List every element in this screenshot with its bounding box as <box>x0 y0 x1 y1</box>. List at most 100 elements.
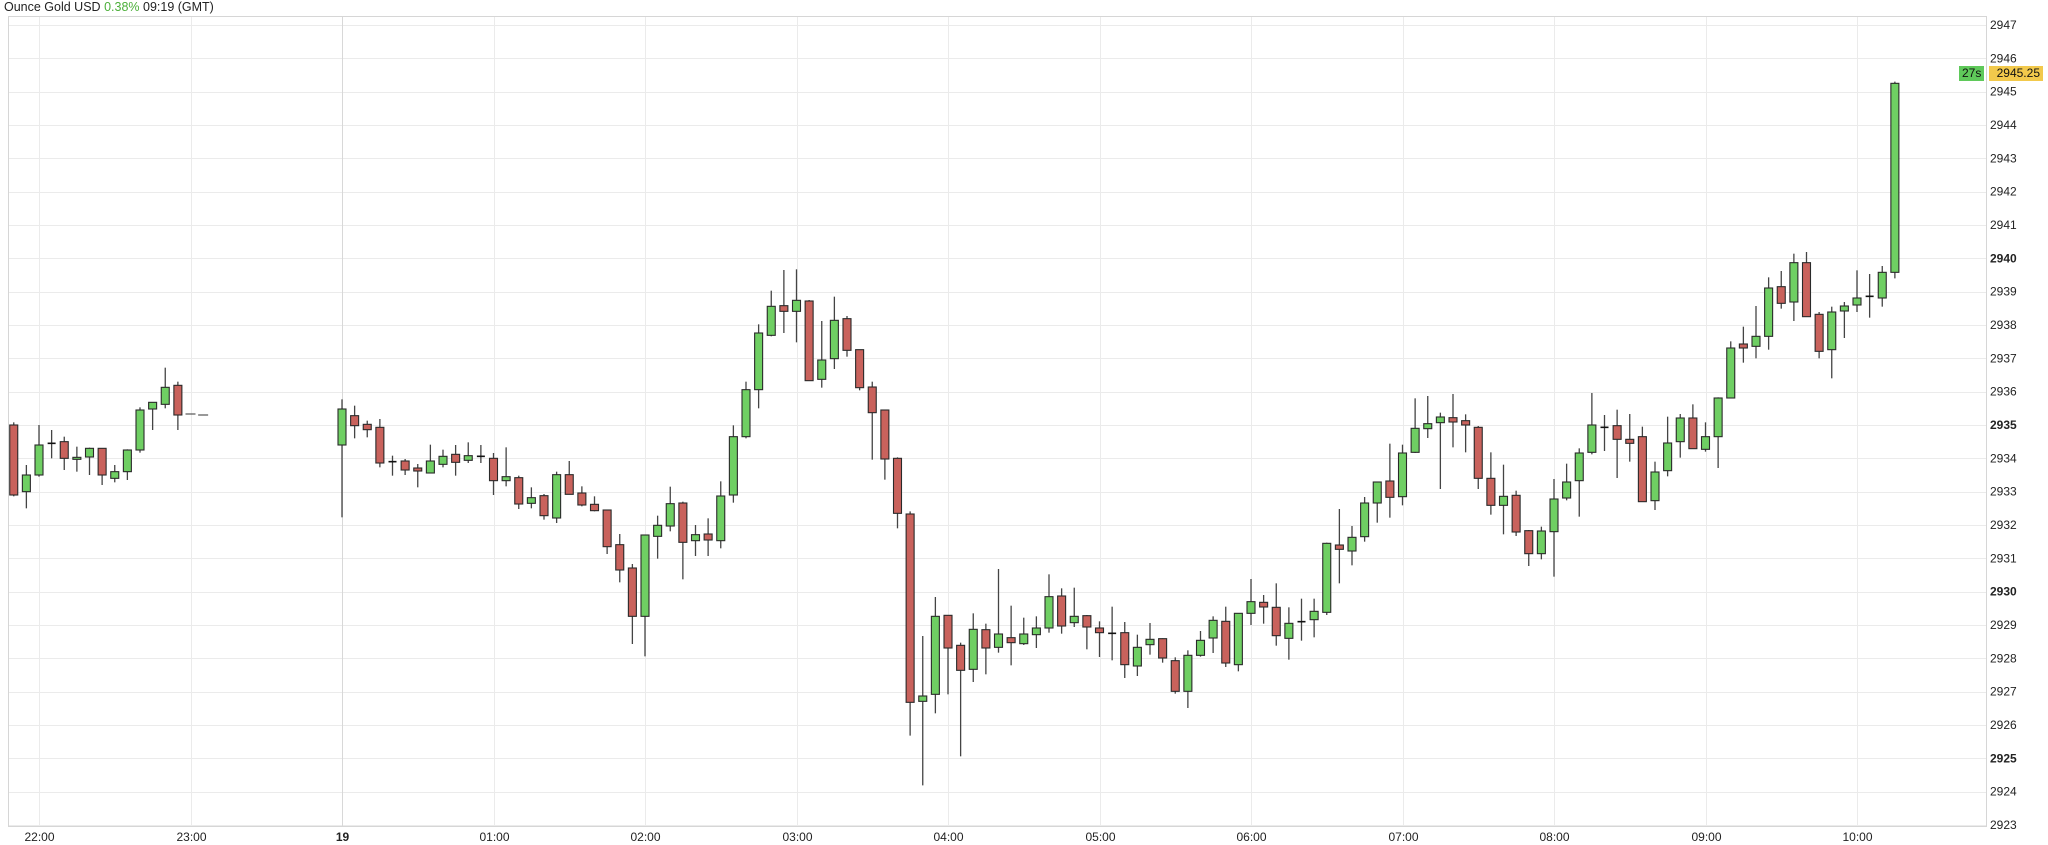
candle-body-down <box>1612 425 1622 440</box>
candle-body-down <box>779 305 789 312</box>
candle-body-up <box>1322 542 1332 613</box>
candle-body-down <box>1082 615 1092 628</box>
candle <box>1498 464 1509 535</box>
candle-body-up <box>1650 471 1660 502</box>
candle <box>1675 414 1685 458</box>
candle <box>1297 598 1306 641</box>
price-tick-label: 2923 <box>1990 818 2017 832</box>
candle <box>1877 266 1887 307</box>
candle-body-up <box>754 332 764 391</box>
candle <box>1233 612 1243 672</box>
candle-body-up <box>1549 498 1559 533</box>
candle <box>1751 306 1761 359</box>
candle-body-down <box>589 503 600 512</box>
candle-body-up <box>1423 423 1433 430</box>
candle-body-down <box>514 477 524 505</box>
candle <box>1448 394 1458 448</box>
candle-body-up <box>122 449 132 473</box>
candle <box>173 381 183 430</box>
candle <box>1764 277 1774 350</box>
candle-body-down <box>855 349 865 389</box>
candle-body-up <box>1410 427 1420 453</box>
candle-body-up <box>968 628 978 670</box>
candle-body-down <box>488 457 499 482</box>
candle <box>1094 621 1105 657</box>
candle-body-up <box>653 524 663 537</box>
time-tick-label: 02:00 <box>630 830 660 844</box>
candle <box>703 518 713 556</box>
price-tick-label: 2939 <box>1990 285 2017 299</box>
time-tick-label: 19 <box>336 830 350 844</box>
candle-body-up <box>148 401 158 410</box>
time-tick-label: 10:00 <box>1842 830 1872 844</box>
candle <box>1435 412 1445 489</box>
candle <box>1713 397 1723 468</box>
candle-body-up <box>1233 612 1243 666</box>
last-price-tag: 2945.25 <box>1989 66 2043 81</box>
candle <box>791 269 802 343</box>
candle <box>122 449 132 480</box>
candle <box>413 464 423 488</box>
candle <box>1208 616 1218 653</box>
price-tick-label: 2935 <box>1990 418 2017 432</box>
candle <box>337 399 347 518</box>
price-tick-label: 2933 <box>1990 485 2017 499</box>
candle <box>1246 579 1256 625</box>
candle-body-up <box>1574 452 1584 482</box>
candle <box>1776 271 1786 309</box>
price-tick-label: 2930 <box>1990 585 2017 599</box>
candle-body-down <box>1158 638 1168 659</box>
candle <box>1726 341 1736 399</box>
candle <box>34 425 44 477</box>
candle-body-up <box>21 474 31 493</box>
candle <box>362 420 372 438</box>
candle <box>1334 509 1344 584</box>
candle-body-down <box>1094 627 1105 634</box>
candle <box>1259 595 1269 624</box>
candle <box>1410 398 1420 453</box>
candle <box>1271 583 1281 646</box>
time-tick-label: 23:00 <box>176 830 206 844</box>
candle <box>97 447 107 485</box>
price-tick-label: 2946 <box>1990 51 2017 65</box>
price-axis: 2923 2924 2925 2926 2927 2928 2929 2930 2931 2932… <box>1990 18 2017 832</box>
candle-body-down <box>9 424 19 496</box>
candle-body-down <box>703 533 713 541</box>
price-tick-label: 2924 <box>1990 785 2017 799</box>
candle-body-up <box>160 386 170 405</box>
candle <box>9 422 19 497</box>
candle <box>1322 542 1332 615</box>
plot-frame <box>8 16 1987 827</box>
candle <box>981 623 991 675</box>
candle-body-up <box>930 615 940 695</box>
candle-timer-tag: 27s <box>1959 66 1985 81</box>
candle <box>1852 270 1862 312</box>
candle-body-up <box>1890 82 1900 273</box>
candle-body-up <box>829 319 839 360</box>
candle-body-down <box>1814 313 1824 352</box>
candle-body-up <box>1183 654 1193 692</box>
candle <box>1006 605 1016 666</box>
time-tick-label: 09:00 <box>1691 830 1721 844</box>
candle <box>741 381 751 439</box>
candle <box>526 487 536 509</box>
candle-body-down <box>943 614 953 649</box>
candle-body-down <box>1625 438 1635 444</box>
candle <box>1688 404 1698 450</box>
candle <box>1511 490 1521 536</box>
candle-body-up <box>1246 601 1256 614</box>
candle-body-down <box>602 509 612 548</box>
candle-body-down <box>892 457 903 514</box>
candle <box>1423 396 1433 438</box>
candle <box>880 409 890 480</box>
candle <box>1145 623 1155 655</box>
candle-body-up <box>766 305 776 336</box>
candle-body-down <box>1170 660 1180 692</box>
candle <box>1814 312 1824 359</box>
candle-body-up <box>135 409 145 451</box>
candle <box>1183 650 1193 708</box>
candle-body-up <box>1751 335 1761 347</box>
candle <box>476 445 485 463</box>
candle-body-up <box>72 456 82 460</box>
